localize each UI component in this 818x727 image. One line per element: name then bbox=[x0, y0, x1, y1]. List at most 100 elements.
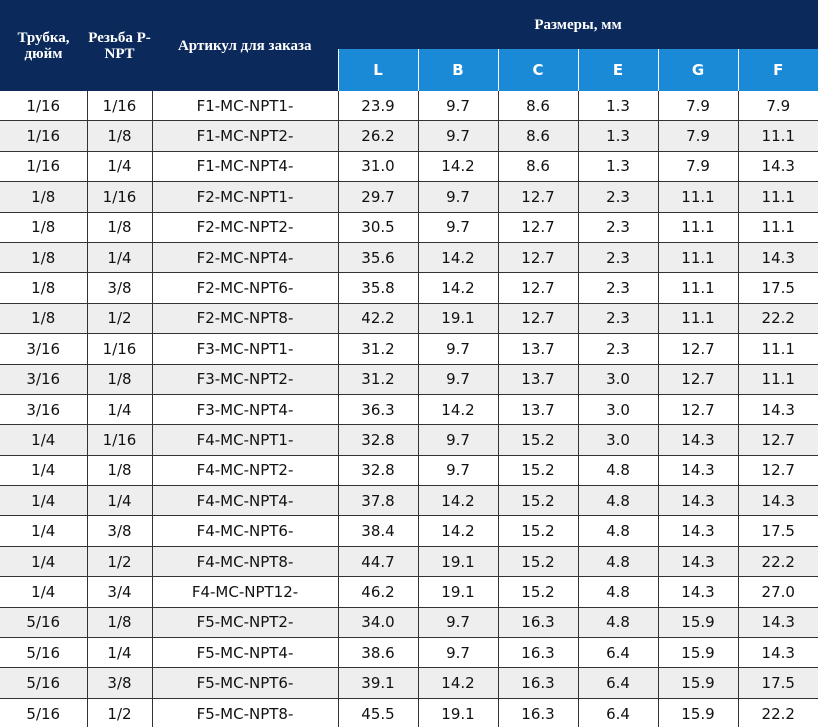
table-cell: 1/4 bbox=[0, 515, 87, 547]
table-cell: 9.7 bbox=[417, 607, 498, 639]
table-cell: 1.3 bbox=[577, 151, 658, 183]
table-cell: 3.0 bbox=[577, 364, 658, 395]
table-cell: 14.3 bbox=[657, 485, 738, 517]
table-cell: 1/8 bbox=[0, 242, 87, 274]
table-cell: 11.1 bbox=[657, 212, 738, 243]
table-cell: 1/4 bbox=[86, 637, 152, 669]
table-cell: 1/4 bbox=[0, 455, 87, 487]
table-cell: 11.1 bbox=[737, 212, 818, 243]
table-cell: 39.1 bbox=[337, 667, 418, 699]
table-row: 3/16 1/8 F3-MC-NPT2- 31.2 9.7 13.7 3.0 12.7 11.1 bbox=[0, 364, 818, 395]
table-cell: 46.2 bbox=[337, 576, 418, 608]
table-cell: 12.7 bbox=[737, 424, 818, 456]
table-cell: 12.7 bbox=[497, 242, 578, 274]
table-row: 1/16 1/4 F1-MC-NPT4- 31.0 14.2 8.6 1.3 7.9 14.3 bbox=[0, 151, 818, 183]
header-dim: G bbox=[657, 49, 738, 91]
table-row: 1/4 1/2 F4-MC-NPT8- 44.7 19.1 15.2 4.8 14.3 22.2 bbox=[0, 546, 818, 578]
table-cell: 11.1 bbox=[657, 242, 738, 274]
table-cell: 14.2 bbox=[417, 394, 498, 426]
table-row: 1/16 1/8 F1-MC-NPT2- 26.2 9.7 8.6 1.3 7.9 11.1 bbox=[0, 120, 818, 152]
table-cell: 22.2 bbox=[737, 303, 818, 335]
table-cell: 1/16 bbox=[0, 91, 87, 122]
table-cell: 31.0 bbox=[337, 151, 418, 183]
table-cell: 9.7 bbox=[417, 181, 498, 213]
table-cell: 3/16 bbox=[0, 394, 87, 426]
table-cell: 1/8 bbox=[86, 212, 152, 243]
table-cell: 16.3 bbox=[497, 637, 578, 669]
table-cell: 1/4 bbox=[0, 485, 87, 517]
table-cell: 8.6 bbox=[497, 151, 578, 183]
table-cell: 1/8 bbox=[86, 364, 152, 395]
table-cell: 35.8 bbox=[337, 272, 418, 304]
table-row: 1/4 1/16 F4-MC-NPT1- 32.8 9.7 15.2 3.0 14.3 12.7 bbox=[0, 424, 818, 456]
table-cell: 1/2 bbox=[86, 303, 152, 335]
table-cell: 44.7 bbox=[337, 546, 418, 578]
table-cell: F5-MC-NPT6- bbox=[151, 667, 338, 699]
table-cell: 14.2 bbox=[417, 242, 498, 274]
table-cell: 12.7 bbox=[497, 303, 578, 335]
table-cell: 6.4 bbox=[577, 698, 658, 727]
table-cell: 1/16 bbox=[86, 181, 152, 213]
table-cell: 19.1 bbox=[417, 576, 498, 608]
table-cell: 32.8 bbox=[337, 424, 418, 456]
table-cell: 11.1 bbox=[737, 333, 818, 365]
table-cell: 14.3 bbox=[737, 242, 818, 274]
header-dim: E bbox=[577, 49, 658, 91]
table-cell: 7.9 bbox=[737, 91, 818, 122]
table-cell: F2-MC-NPT4- bbox=[151, 242, 338, 274]
table-cell: 38.4 bbox=[337, 515, 418, 547]
table-cell: 36.3 bbox=[337, 394, 418, 426]
table-cell: 1/16 bbox=[0, 120, 87, 152]
table-cell: 12.7 bbox=[737, 455, 818, 487]
table-cell: 14.3 bbox=[657, 455, 738, 487]
table-cell: 32.8 bbox=[337, 455, 418, 487]
header-article: Артикул для заказа bbox=[152, 0, 338, 91]
table-cell: 15.9 bbox=[657, 607, 738, 639]
table-cell: 7.9 bbox=[657, 120, 738, 152]
table-cell: 4.8 bbox=[577, 455, 658, 487]
table-row: 1/8 1/16 F2-MC-NPT1- 29.7 9.7 12.7 2.3 11.1 11.1 bbox=[0, 181, 818, 213]
table-cell: 1.3 bbox=[577, 120, 658, 152]
table-cell: 1/8 bbox=[0, 212, 87, 243]
table-cell: 5/16 bbox=[0, 607, 87, 639]
table-cell: 3/8 bbox=[86, 667, 152, 699]
table-cell: F3-MC-NPT2- bbox=[151, 364, 338, 395]
table-cell: F2-MC-NPT2- bbox=[151, 212, 338, 243]
table-cell: 16.3 bbox=[497, 607, 578, 639]
table-cell: 12.7 bbox=[657, 394, 738, 426]
table-cell: 15.2 bbox=[497, 455, 578, 487]
table-cell: 15.2 bbox=[497, 515, 578, 547]
table-cell: 15.9 bbox=[657, 637, 738, 669]
table-cell: 13.7 bbox=[497, 364, 578, 395]
table-cell: 13.7 bbox=[497, 333, 578, 365]
table-cell: 1.3 bbox=[577, 91, 658, 122]
table-cell: 4.8 bbox=[577, 485, 658, 517]
table-row: 1/4 1/8 F4-MC-NPT2- 32.8 9.7 15.2 4.8 14.3 12.7 bbox=[0, 455, 818, 487]
table-cell: F1-MC-NPT1- bbox=[151, 91, 338, 122]
table-cell: 2.3 bbox=[577, 242, 658, 274]
table-cell: 22.2 bbox=[737, 546, 818, 578]
table-cell: 9.7 bbox=[417, 637, 498, 669]
table-cell: 14.3 bbox=[737, 394, 818, 426]
table-cell: 19.1 bbox=[417, 303, 498, 335]
table-cell: 22.2 bbox=[737, 698, 818, 727]
table-row: 3/16 1/4 F3-MC-NPT4- 36.3 14.2 13.7 3.0 12.7 14.… bbox=[0, 394, 818, 426]
table-cell: F1-MC-NPT4- bbox=[151, 151, 338, 183]
table-cell: 27.0 bbox=[737, 576, 818, 608]
table-cell: F4-MC-NPT2- bbox=[151, 455, 338, 487]
table-cell: 1/16 bbox=[86, 91, 152, 122]
table-cell: 1/8 bbox=[0, 181, 87, 213]
table-cell: 14.2 bbox=[417, 485, 498, 517]
table-cell: 45.5 bbox=[337, 698, 418, 727]
table-cell: 42.2 bbox=[337, 303, 418, 335]
table-cell: 11.1 bbox=[657, 272, 738, 304]
table-cell: 14.3 bbox=[737, 637, 818, 669]
table-row: 1/4 1/4 F4-MC-NPT4- 37.8 14.2 15.2 4.8 14.3 14.3 bbox=[0, 485, 818, 517]
table-cell: 1/4 bbox=[0, 424, 87, 456]
table-cell: 17.5 bbox=[737, 272, 818, 304]
table-cell: 5/16 bbox=[0, 667, 87, 699]
table-cell: 3/8 bbox=[86, 272, 152, 304]
table-row: 1/16 1/16 F1-MC-NPT1- 23.9 9.7 8.6 1.3 7.9 7.9 bbox=[0, 91, 818, 122]
